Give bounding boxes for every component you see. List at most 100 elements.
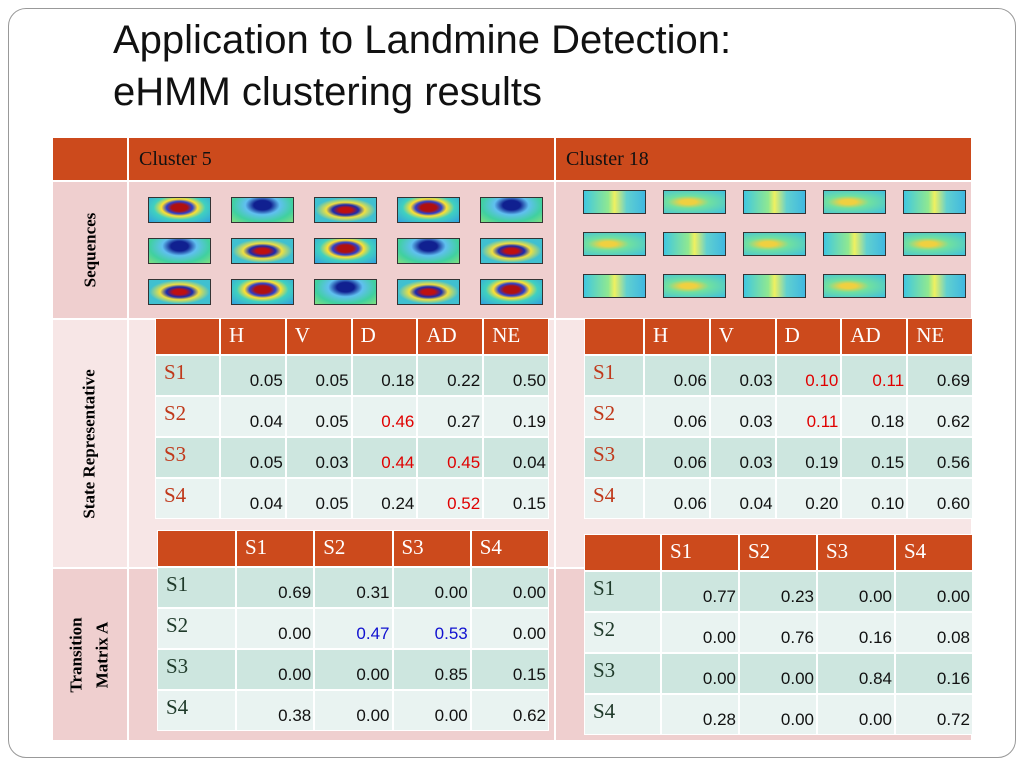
table-value: 0.05	[220, 437, 286, 478]
table-value: 0.08	[895, 612, 973, 653]
table-value: 0.22	[417, 355, 484, 396]
table-value: 0.18	[351, 355, 418, 396]
sequence-image	[743, 190, 806, 214]
table-value: 0.00	[236, 608, 315, 649]
table-value: 0.04	[220, 478, 286, 519]
table-value: 0.50	[483, 355, 549, 396]
row-header: S3	[584, 437, 644, 478]
table-value: 0.06	[644, 437, 710, 478]
header-cell: Cluster 5	[128, 137, 555, 181]
table-value: 0.31	[314, 567, 393, 608]
table-corner	[584, 318, 644, 355]
row-header: S1	[584, 571, 661, 612]
table-value: 0.16	[895, 653, 973, 694]
table-value: 0.38	[236, 690, 315, 731]
column-header: S4	[895, 534, 973, 571]
table-value: 0.62	[470, 690, 549, 731]
row-label-line: Transition	[67, 616, 87, 693]
column-header: S1	[661, 534, 739, 571]
table-value: 0.04	[709, 478, 776, 519]
title-line: eHMM clustering results	[113, 70, 543, 114]
sequence-image	[583, 190, 646, 214]
title-line: Application to Landmine Detection:	[113, 18, 732, 62]
table-value: 0.00	[314, 690, 393, 731]
column-header: D	[351, 318, 418, 355]
table-value: 0.15	[841, 437, 908, 478]
table-value: 0.56	[907, 437, 973, 478]
table-value: 0.24	[351, 478, 418, 519]
table-value: 0.20	[775, 478, 842, 519]
row-header: S3	[584, 653, 661, 694]
column-header: S1	[236, 530, 315, 567]
column-header: S2	[739, 534, 817, 571]
slide-title: Application to Landmine Detection: eHMM …	[113, 14, 731, 118]
row-header: S4	[155, 478, 220, 519]
table-value: 0.00	[661, 612, 739, 653]
column-header: S4	[470, 530, 549, 567]
table-value: 0.03	[709, 396, 776, 437]
table-value: 0.60	[907, 478, 973, 519]
table-value: 0.77	[661, 571, 739, 612]
row-header: S3	[157, 649, 236, 690]
table-value: 0.84	[817, 653, 895, 694]
table-corner	[584, 534, 661, 571]
table-value: 0.16	[817, 612, 895, 653]
table-value: 0.04	[483, 437, 549, 478]
row-label: Sequences	[80, 212, 99, 288]
table-value: 0.03	[709, 355, 776, 396]
sequence-image	[480, 238, 543, 264]
table-value: 0.00	[236, 649, 315, 690]
table-value: 0.19	[775, 437, 842, 478]
sequence-image	[903, 274, 966, 298]
table-corner	[155, 318, 220, 355]
column-header: S2	[314, 530, 393, 567]
table-value: 0.00	[817, 571, 895, 612]
sequence-image	[823, 190, 886, 214]
sequence-image	[148, 197, 211, 223]
column-header: H	[220, 318, 286, 355]
sequence-image	[823, 232, 886, 256]
row-label: Transition Matrix A	[64, 617, 116, 692]
table-value: 0.10	[841, 478, 908, 519]
sequence-image	[583, 274, 646, 298]
row-header: S4	[584, 478, 644, 519]
sequence-image	[480, 197, 543, 223]
table-value: 0.00	[470, 608, 549, 649]
table-value: 0.00	[661, 653, 739, 694]
table-value: 0.76	[739, 612, 817, 653]
header-cell: Cluster 18	[555, 137, 972, 181]
sequence-image	[397, 197, 460, 223]
table-value: 0.00	[817, 694, 895, 735]
data-table: H V D AD NE S1 0.05 0.05 0.18 0.22 0.50 S2 0.04 0.05 0…	[155, 318, 549, 519]
row-header: S3	[155, 437, 220, 478]
table-value: 0.06	[644, 355, 710, 396]
column-header: AD	[841, 318, 908, 355]
table-value: 0.06	[644, 396, 710, 437]
row-label-cell: State Representative	[52, 319, 128, 568]
row-header: S2	[155, 396, 220, 437]
table-value: 0.06	[644, 478, 710, 519]
sequence-image	[743, 274, 806, 298]
sequence-image	[663, 232, 726, 256]
column-header: D	[775, 318, 842, 355]
column-header: H	[644, 318, 710, 355]
sequence-image	[397, 279, 460, 305]
table-value: 0.15	[483, 478, 549, 519]
row-label-cell: Sequences	[52, 181, 128, 319]
sequence-image	[663, 274, 726, 298]
table-value: 0.27	[417, 396, 484, 437]
sequence-image	[397, 238, 460, 264]
table-value: 0.00	[895, 571, 973, 612]
header-corner	[52, 137, 128, 181]
column-header: AD	[417, 318, 484, 355]
sequence-image	[823, 274, 886, 298]
table-value: 0.44	[351, 437, 418, 478]
table-value: 0.62	[907, 396, 973, 437]
table-value: 0.04	[220, 396, 286, 437]
data-table: S1 S2 S3 S4 S1 0.69 0.31 0.00 0.00 S2 0.00 0.47 0.53…	[157, 530, 549, 731]
sequence-image	[314, 197, 377, 223]
table-value: 0.05	[220, 355, 286, 396]
table-value: 0.19	[483, 396, 549, 437]
table-value: 0.05	[285, 478, 352, 519]
row-header: S1	[155, 355, 220, 396]
